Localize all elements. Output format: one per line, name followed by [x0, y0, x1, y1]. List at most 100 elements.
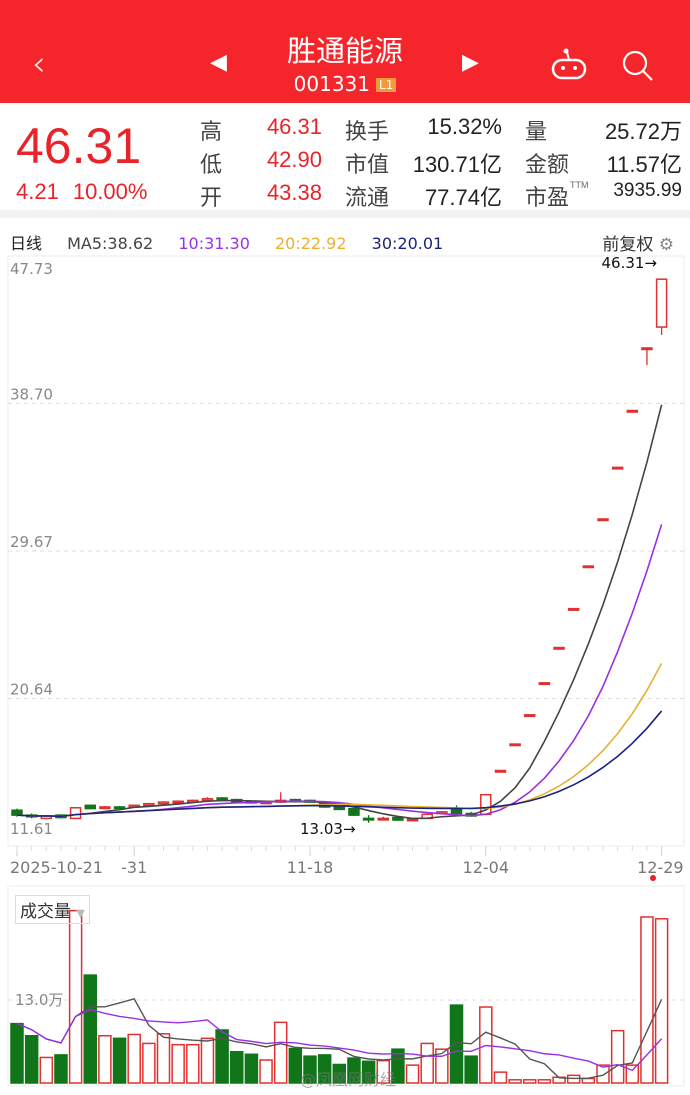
volume-bar [332, 1063, 347, 1084]
y-tick-label: 38.70 [10, 386, 53, 404]
level-badge[interactable]: L1 [376, 78, 397, 92]
volume-bar [24, 1035, 39, 1084]
candle-body [11, 809, 23, 816]
volume-bar [464, 1055, 478, 1084]
volume-bar [127, 1033, 141, 1084]
volume-bar [361, 1060, 376, 1084]
volume-tick-label: 13.0万 [15, 991, 63, 1009]
candle-body [597, 518, 609, 522]
stock-code-text: 001331 [293, 72, 371, 96]
volume-bar [230, 1050, 244, 1084]
gear-icon[interactable]: ⚙ [658, 235, 674, 255]
volume-ma5-line [16, 998, 663, 1080]
volume-bar [10, 1022, 24, 1084]
ma20-value: 20:22.92 [274, 234, 347, 253]
high-annotation: 46.31→ [601, 254, 657, 272]
candle-body [172, 800, 184, 804]
volume-bar [596, 1064, 610, 1084]
volume-bar [523, 1079, 537, 1084]
volume-bar [493, 1071, 508, 1084]
next-stock-icon[interactable]: ▶ [462, 50, 479, 75]
candle-body [494, 769, 507, 773]
field-label: 流通 [345, 185, 390, 210]
field-value: 15.32% [427, 114, 502, 139]
volume-bar [156, 1033, 171, 1084]
volume-bar [391, 1048, 405, 1084]
quote-panel: 46.31 4.21 10.00% 高 46.31 换手 15.32% 量 25.72万低 4… [0, 103, 690, 218]
x-tick-label: 11-18 [287, 858, 334, 877]
field-label: 量 [525, 119, 548, 144]
candle-body [69, 807, 82, 820]
stock-code: 001331 L1 [0, 72, 690, 96]
volume-bar [54, 1054, 68, 1084]
volume-bar [317, 1054, 332, 1084]
period-label[interactable]: 日线 [10, 234, 43, 253]
field-label: 金额 [525, 152, 570, 177]
x-tick-label: 2025-10-21 [10, 858, 103, 877]
volume-label: 成交量 [20, 902, 71, 922]
caret-down-icon: ▼ [76, 907, 85, 920]
candle-body [567, 607, 580, 611]
volume-bar [142, 1042, 156, 1084]
field-value: 25.72万 [604, 119, 682, 144]
y-tick-label: 11.61 [10, 820, 53, 838]
volume-bar [581, 1077, 596, 1084]
ma5-line [16, 404, 663, 820]
ma-legend: 日线 MA5:38.62 10:31.30 20:22.92 30:20.01 [10, 230, 686, 254]
candle-body [143, 802, 155, 807]
adjust-label: 前复权 [602, 235, 654, 255]
volume-bar [244, 1053, 259, 1084]
candle-body [524, 714, 536, 718]
candle-body [333, 806, 346, 811]
adjust-button[interactable]: 前复权 ⚙ [602, 230, 674, 255]
candle-body [406, 818, 419, 822]
volume-frame [7, 885, 685, 1087]
volume-bar [215, 1029, 229, 1084]
volume-bar [112, 1037, 127, 1084]
watermark: @凤凰网财经 [300, 1070, 397, 1089]
candle-body [348, 807, 360, 816]
field-value: 3935.99 [613, 180, 682, 201]
candle-body [509, 743, 521, 747]
volume-bar [376, 1059, 390, 1084]
field-label: 换手 [345, 119, 390, 144]
volume-bar [435, 1048, 449, 1084]
y-tick-label: 47.73 [10, 260, 53, 278]
candle-body [99, 806, 111, 810]
ma10-line [16, 524, 663, 818]
prev-stock-icon[interactable]: ◀ [210, 50, 227, 75]
x-tick-label: 12-29 [637, 858, 684, 877]
volume-bar [273, 1021, 288, 1084]
volume-bar [171, 1043, 185, 1084]
y-tick-label: 29.67 [10, 533, 53, 551]
low-annotation: 13.03→ [300, 820, 356, 838]
volume-bar [449, 1004, 464, 1084]
change-value: 4.21 [16, 179, 59, 204]
volume-bar [288, 1047, 303, 1084]
back-icon[interactable]: ‹ [32, 44, 46, 84]
volume-bar [98, 1035, 112, 1084]
candle-body [641, 347, 653, 351]
field-value: 43.38 [266, 180, 322, 205]
search-icon[interactable] [620, 48, 656, 84]
candle-body [157, 801, 170, 805]
volume-bar [640, 916, 654, 1084]
ma30-line [16, 710, 663, 818]
field-label: 市值 [345, 152, 390, 177]
volume-bar [83, 974, 97, 1084]
volume-indicator-select[interactable]: 成交量 ▼ [15, 895, 90, 924]
candle-body [113, 806, 126, 810]
ma5-value: MA5:38.62 [67, 234, 154, 253]
x-tick-label: 12-04 [463, 858, 510, 877]
y-tick-label: 20.64 [10, 681, 53, 699]
volume-bar [566, 1074, 581, 1084]
app-header: ‹ ◀ 胜通能源 001331 L1 ▶ [0, 0, 690, 103]
robot-icon[interactable] [551, 48, 587, 80]
candle-body [553, 646, 565, 650]
candle-body [362, 817, 375, 821]
volume-bar [347, 1057, 361, 1084]
volume-bar [303, 1055, 317, 1084]
volume-bar [508, 1079, 522, 1084]
volume-bar [537, 1079, 552, 1084]
